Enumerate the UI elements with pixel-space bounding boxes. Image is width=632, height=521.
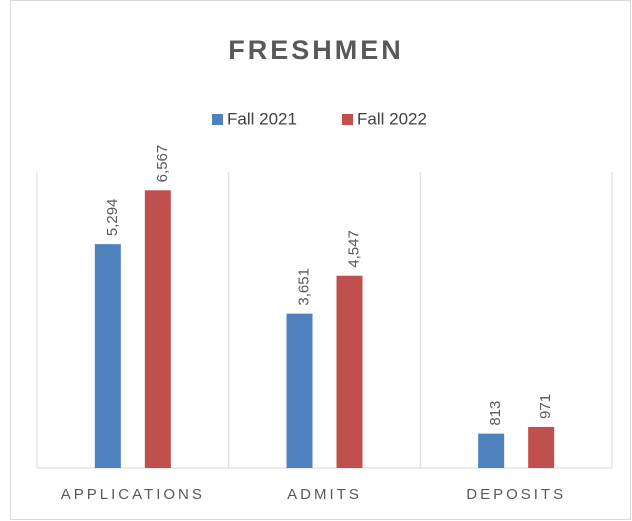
data-label: 3,651 (295, 268, 312, 306)
bar (528, 426, 555, 468)
bar (286, 313, 313, 468)
x-tick-label: APPLICATIONS (61, 486, 205, 503)
data-label: 5,294 (104, 199, 121, 237)
legend-label: Fall 2022 (357, 109, 427, 128)
legend-swatch (342, 114, 353, 125)
bar (144, 190, 171, 469)
legend-label: Fall 2021 (227, 109, 297, 128)
chart-title: FRESHMEN (228, 35, 404, 65)
data-label: 813 (487, 401, 504, 426)
data-label: 971 (537, 394, 554, 419)
bar (94, 244, 121, 468)
x-tick-label: ADMITS (287, 486, 362, 503)
data-label: 4,547 (345, 230, 362, 268)
legend: Fall 2021 Fall 2022 (212, 109, 427, 128)
legend-swatch (212, 114, 223, 125)
x-tick-label: DEPOSITS (466, 486, 566, 503)
bar (478, 433, 505, 468)
data-label: 6,567 (154, 145, 171, 183)
bar (336, 275, 363, 468)
